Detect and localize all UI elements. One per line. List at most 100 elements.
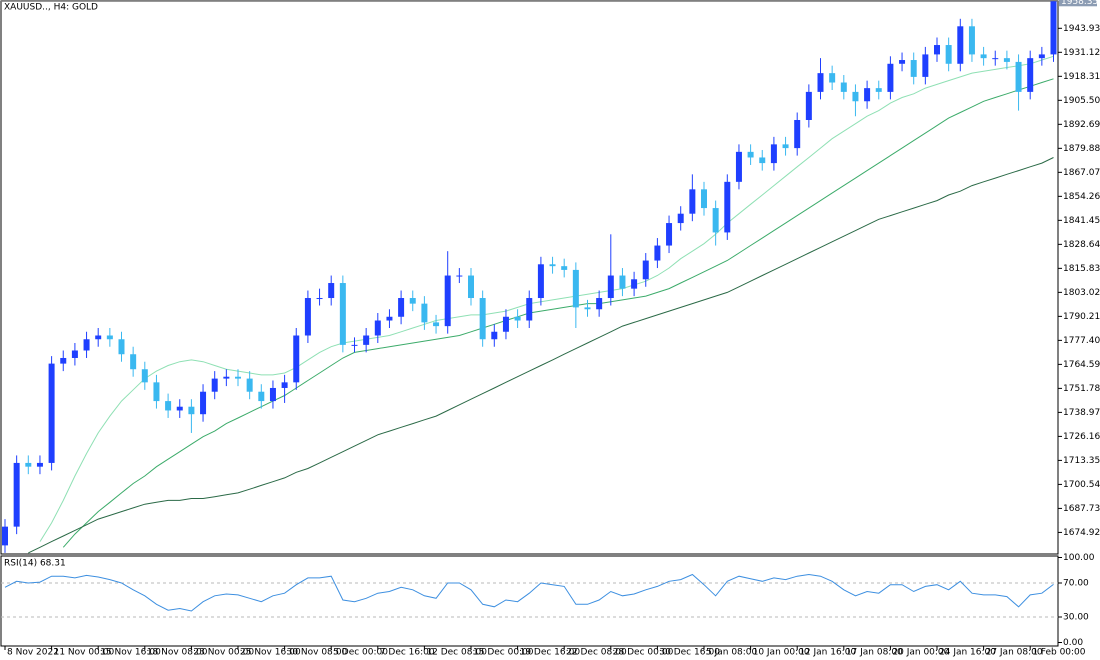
candle-body xyxy=(607,275,614,299)
candle-body xyxy=(433,322,440,327)
y-tick-label: 0.00 xyxy=(1063,638,1083,648)
candle-body xyxy=(468,275,474,299)
candle-body xyxy=(712,208,719,233)
candle-body xyxy=(328,283,335,299)
x-tick-label: 5 Jan 08:00 xyxy=(706,648,758,658)
candle-body xyxy=(235,376,241,379)
candle-body xyxy=(1003,58,1010,62)
candle-body xyxy=(631,279,638,289)
candle-body xyxy=(677,213,684,224)
y-tick-label: 1700.54 xyxy=(1063,480,1100,490)
x-tick-label: 17 Jan 08:00 xyxy=(846,648,903,658)
x-tick-label: 24 Jan 16:00 xyxy=(939,648,996,658)
candle-body xyxy=(165,401,172,411)
candle-body xyxy=(642,260,649,280)
candle-body xyxy=(759,157,766,164)
candle-body xyxy=(654,245,661,261)
candle-body xyxy=(141,369,148,383)
y-tick-label: 1931.12 xyxy=(1063,48,1100,58)
candle-body xyxy=(840,82,847,92)
candle-body xyxy=(910,60,917,77)
candle-body xyxy=(211,378,218,392)
candle-body xyxy=(549,264,556,267)
y-tick-label: 1892.69 xyxy=(1063,120,1100,130)
candle-body xyxy=(1015,61,1022,92)
moving-average xyxy=(62,78,1054,548)
candle-body xyxy=(339,283,346,345)
candle-body xyxy=(269,387,276,402)
candle-body xyxy=(386,316,393,321)
x-tick-label: 22 Dec 08:00 xyxy=(566,648,627,658)
x-tick-label: 8 Nov 2022 xyxy=(7,648,59,658)
candle-body xyxy=(945,45,952,64)
x-tick-label: 10 Jan 00:00 xyxy=(753,648,810,658)
rsi-title: RSI(14) 68.31 xyxy=(4,559,66,569)
candle-body xyxy=(701,189,707,209)
current-price-label: 1958.35 xyxy=(1061,0,1098,7)
x-tick-label: 12 Jan 16:00 xyxy=(799,648,856,658)
rsi-pane xyxy=(0,555,1059,647)
x-tick-label: 28 Dec 00:00 xyxy=(613,648,674,658)
y-tick-label: 100.00 xyxy=(1063,553,1095,563)
y-tick-label: 1943.93 xyxy=(1063,24,1100,34)
candle-body xyxy=(363,335,370,345)
candle-body xyxy=(188,406,195,415)
candle-body xyxy=(351,344,358,346)
candle-body xyxy=(48,363,55,463)
candle-body xyxy=(980,54,987,59)
candle-body xyxy=(130,354,137,370)
y-tick-label: 1815.83 xyxy=(1063,264,1100,274)
y-tick-label: 1918.31 xyxy=(1063,72,1100,82)
candle-body xyxy=(421,303,428,323)
x-tick-label: 23 Nov 00:00 xyxy=(193,648,254,658)
candle-body xyxy=(852,91,859,102)
candle-body xyxy=(572,269,579,308)
y-tick-label: 1790.21 xyxy=(1063,312,1100,322)
y-tick-label: 1764.59 xyxy=(1063,360,1100,370)
candle-body xyxy=(223,376,230,379)
candle-body xyxy=(1038,54,1045,59)
candle-body xyxy=(1050,1,1057,55)
y-tick-label: 1687.73 xyxy=(1063,504,1100,514)
candle-body xyxy=(502,316,509,332)
candle-body xyxy=(817,73,824,92)
y-tick-label: 1841.45 xyxy=(1063,216,1100,226)
x-tick-label: 19 Dec 16:00 xyxy=(520,648,581,658)
candle-body xyxy=(864,88,871,102)
main-pane xyxy=(0,0,1059,555)
price-plot xyxy=(1,1,1058,554)
candle-body xyxy=(596,298,603,310)
candle-body xyxy=(456,275,463,277)
candle-body xyxy=(13,462,20,527)
candle-body xyxy=(1027,58,1034,92)
candle-body xyxy=(176,406,183,411)
candle-body xyxy=(526,298,533,321)
candle-body xyxy=(246,378,253,392)
candle-body xyxy=(875,88,882,92)
candle-body xyxy=(25,462,32,467)
moving-average xyxy=(28,157,1054,554)
candle-body xyxy=(968,26,975,55)
x-tick-label: 11 Nov 00:00 xyxy=(54,648,115,658)
candle-body xyxy=(666,223,673,246)
candle-body xyxy=(293,335,300,383)
candle-body xyxy=(316,298,323,300)
candle-body xyxy=(60,357,67,364)
candle-body xyxy=(409,298,416,304)
candle-body xyxy=(398,298,405,317)
candle-body xyxy=(619,275,626,289)
candle-body xyxy=(735,151,742,182)
candle-body xyxy=(887,63,894,92)
candle-body xyxy=(479,298,486,340)
candle-body xyxy=(491,331,498,340)
x-tick-label: 30 Nov 08:00 xyxy=(287,648,348,658)
x-tick-label: 20 Jan 00:00 xyxy=(892,648,949,658)
candle-body xyxy=(794,119,801,149)
candle-body xyxy=(782,144,789,149)
x-tick-label: 15 Dec 00:00 xyxy=(473,648,534,658)
y-tick-label: 1738.97 xyxy=(1063,408,1100,418)
candle-body xyxy=(584,307,591,310)
x-tick-label: 30 Dec 16:00 xyxy=(659,648,720,658)
candle-body xyxy=(934,45,940,55)
y-tick-label: 1879.88 xyxy=(1063,144,1100,154)
